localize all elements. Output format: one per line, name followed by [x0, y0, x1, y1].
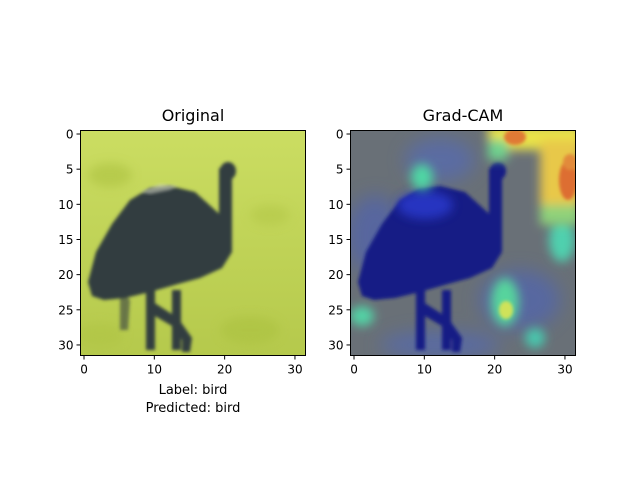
gradcam-image	[350, 130, 576, 356]
gradcam-panel: Grad-CAM 0 10 20 30 0 5 10 15 20 25 30	[328, 106, 576, 377]
original-ytick-label: 30	[58, 338, 73, 352]
original-image	[80, 130, 306, 356]
original-xtick-label: 0	[80, 363, 88, 377]
gradcam-xtick-label: 30	[557, 363, 572, 377]
gradcam-title: Grad-CAM	[423, 106, 504, 125]
predicted-label-caption: Predicted: bird	[146, 401, 241, 416]
original-ytick-label: 10	[58, 198, 73, 212]
original-x-axis: 0 10 20 30	[80, 355, 303, 377]
original-ytick-label: 15	[58, 233, 73, 247]
gradcam-y-axis: 0 5 10 15 20 25 30	[328, 128, 351, 352]
gradcam-xtick-label: 0	[350, 363, 358, 377]
original-panel: Original 0 10 20 30 0 5 10 15 20 25 30 Label: bir…	[58, 106, 306, 416]
gradcam-ytick-label: 10	[328, 198, 343, 212]
gradcam-ytick-label: 5	[336, 163, 344, 177]
original-ytick-label: 5	[66, 163, 74, 177]
gradcam-ytick-label: 15	[328, 233, 343, 247]
gradcam-ytick-label: 20	[328, 268, 343, 282]
original-title: Original	[162, 106, 225, 125]
gradcam-ytick-label: 25	[328, 303, 343, 317]
gradcam-xtick-label: 10	[417, 363, 432, 377]
original-frame	[80, 130, 306, 356]
true-label-caption: Label: bird	[159, 383, 228, 398]
gradcam-x-axis: 0 10 20 30	[350, 355, 573, 377]
original-y-axis: 0 5 10 15 20 25 30	[58, 128, 81, 352]
gradcam-frame	[350, 130, 576, 356]
original-ytick-label: 20	[58, 268, 73, 282]
gradcam-xtick-label: 20	[487, 363, 502, 377]
gradcam-ytick-label: 30	[328, 338, 343, 352]
original-ytick-label: 0	[66, 128, 74, 142]
original-ytick-label: 25	[58, 303, 73, 317]
original-xtick-label: 20	[217, 363, 232, 377]
original-xtick-label: 30	[287, 363, 302, 377]
gradcam-ytick-label: 0	[336, 128, 344, 142]
original-xtick-label: 10	[147, 363, 162, 377]
